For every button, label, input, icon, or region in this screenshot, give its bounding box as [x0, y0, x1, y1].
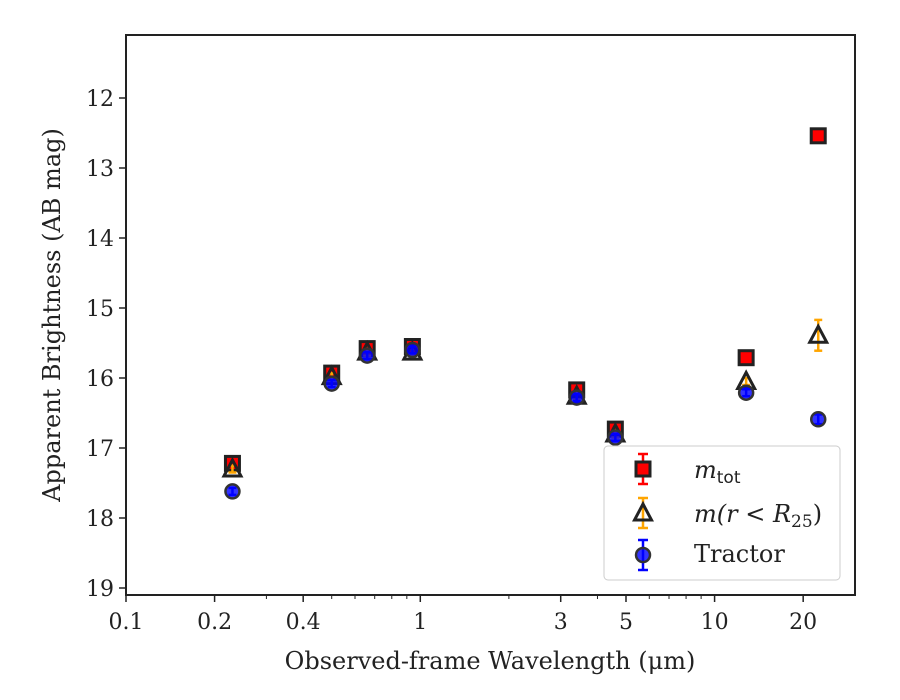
legend-label-mtot: mtot — [694, 456, 741, 488]
series-circle — [224, 341, 827, 500]
data-point — [807, 323, 830, 344]
x-axis: 0.1 0.2 0.4 1 3 5 10 20 — [109, 595, 817, 635]
data-point — [737, 384, 755, 401]
series-layer — [221, 127, 830, 500]
y-tick-label: 17 — [86, 437, 114, 462]
y-tick-label: 18 — [86, 507, 114, 532]
x-tick-label: 3 — [554, 610, 568, 635]
plot-area — [125, 34, 856, 596]
y-tick-label: 15 — [86, 297, 114, 322]
data-point — [809, 127, 827, 145]
data-point — [323, 375, 340, 392]
data-point — [404, 341, 421, 359]
y-tick-label: 13 — [86, 157, 114, 182]
x-axis-label: Observed-frame Wavelength (μm) — [285, 647, 696, 675]
x-tick-label: 20 — [789, 610, 817, 635]
x-tick-label: 1 — [413, 610, 427, 635]
legend-label-tractor: Tractor — [694, 540, 785, 568]
y-axis-label: Apparent Brightness (AB mag) — [38, 128, 66, 503]
legend-marker — [632, 500, 654, 522]
data-point — [221, 456, 244, 478]
data-point — [809, 411, 827, 428]
data-point — [607, 429, 624, 446]
x-tick-label: 5 — [619, 610, 633, 635]
y-tick-label: 14 — [86, 227, 114, 252]
x-tick-label: 0.4 — [286, 610, 321, 635]
plot-frame — [125, 34, 856, 596]
legend: mtot m(r < R25) Tractor — [603, 445, 841, 581]
legend-label-mr: m(r < R25) — [694, 500, 822, 532]
legend-marker — [634, 460, 652, 478]
legend-marker-circle — [634, 538, 652, 572]
x-tick-label: 10 — [701, 610, 729, 635]
x-tick-label: 0.2 — [197, 610, 232, 635]
y-tick-label: 16 — [86, 367, 114, 392]
legend-marker-square — [634, 452, 652, 486]
data-point — [224, 483, 241, 500]
y-tick-label: 12 — [86, 87, 114, 112]
legend-box — [603, 445, 841, 581]
y-axis: 12 13 14 15 16 17 18 19 — [86, 87, 126, 602]
data-point — [568, 389, 585, 406]
x-tick-label: 0.1 — [109, 610, 144, 635]
data-point — [737, 349, 755, 367]
legend-marker-triangle — [632, 496, 654, 530]
y-tick-label: 19 — [86, 577, 114, 602]
legend-marker — [634, 546, 652, 564]
legend-markers — [632, 452, 654, 572]
data-point — [358, 347, 376, 364]
